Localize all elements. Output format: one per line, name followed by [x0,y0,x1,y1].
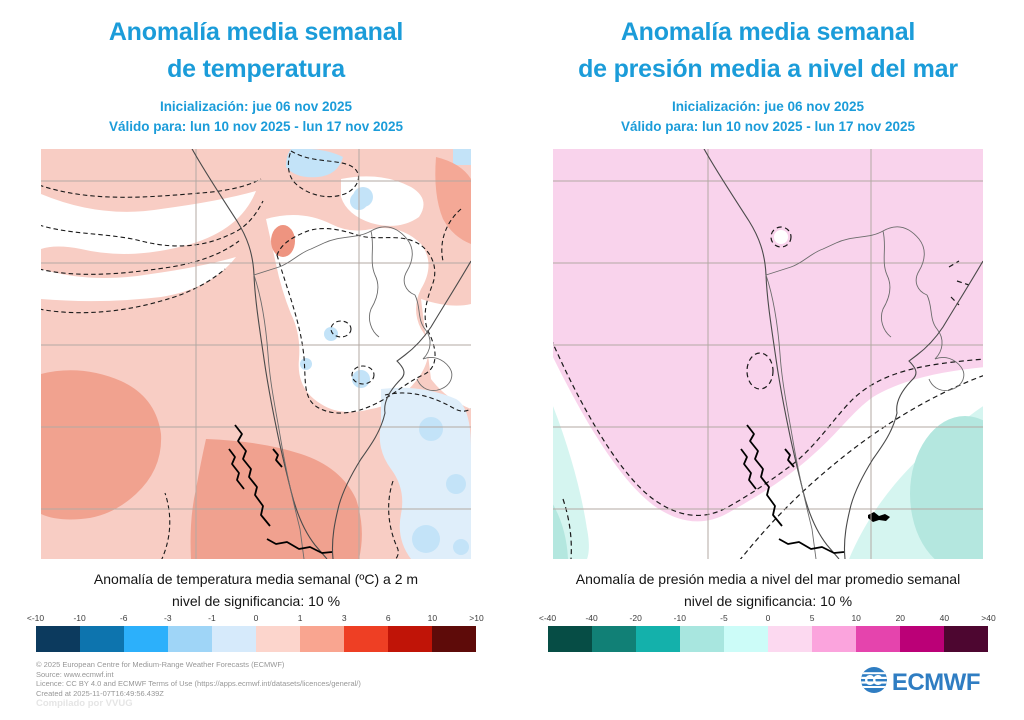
temperature-init-date: Inicialización: jue 06 nov 2025 [159,99,353,114]
legend-color-swatch [944,626,989,652]
legend-color-swatch [388,626,433,652]
temperature-panel: Anomalía media semanal de temperatura In… [0,0,512,652]
legend-color-swatch [723,626,768,652]
legend-tick-label: 6 [385,613,391,623]
legend-tick-label: 3 [341,613,347,623]
ecmwf-logo: ECMWF [860,666,981,699]
legend-color-swatch [79,626,124,652]
pressure-legend-colorbar [547,626,989,652]
legend-tick-label: -20 [629,613,642,623]
legend-tick-label: -10 [673,613,686,623]
legend-tick-label: <-40 [538,613,557,623]
legend-tick-label: >10 [469,613,484,623]
legend-color-swatch [344,626,389,652]
legend-color-swatch [255,626,301,652]
pressure-panel: Anomalía media semanal de presión media … [512,0,1024,652]
temperature-caption-line2: nivel de significancia: 10 % [171,593,341,609]
legend-color-swatch [300,626,345,652]
legend-tick-label: -6 [119,613,128,623]
legend-color-swatch [35,626,80,652]
legend-color-swatch [812,626,857,652]
temperature-title-line1: Anomalía media semanal [108,18,404,46]
pressure-caption: Anomalía de presión media a nivel del ma… [576,568,960,612]
pressure-caption-line1: Anomalía de presión media a nivel del ma… [575,571,961,587]
temperature-title-line2: de temperatura [167,55,345,83]
legend-tick-label: >40 [981,613,996,623]
temperature-caption-line1: Anomalía de temperatura media semanal (º… [93,571,419,587]
temperature-legend-colorbar [35,626,477,652]
temperature-caption: Anomalía de temperatura media semanal (º… [94,568,418,612]
source-line: Source: www.ecmwf.int [36,669,114,679]
legend-color-swatch [856,626,901,652]
copyright-block: © 2025 European Centre for Medium-Range … [36,660,361,698]
pressure-title-line2: de presión media a nivel del mar [578,55,958,83]
pressure-legend: <-40 -40 -20 -10 -5 0 5 10 20 40 >40 [539,613,996,652]
legend-tick-label: -5 [720,613,728,623]
pressure-legend-labels: <-40 -40 -20 -10 -5 0 5 10 20 40 >40 [539,613,996,625]
temperature-title: Anomalía media semanal de temperatura [108,14,404,88]
legend-color-swatch [679,626,724,652]
ecmwf-logo-text: ECMWF [891,668,981,696]
legend-tick-label: 10 [427,613,438,623]
legend-color-swatch [432,626,477,652]
legend-color-swatch [591,626,636,652]
legend-tick-label: 0 [765,613,771,623]
legend-tick-label: -10 [73,613,86,623]
licence-line: Licence: CC BY 4.0 and ECMWF Terms of Us… [36,679,361,689]
temperature-anomaly-map [41,149,471,559]
legend-tick-label: 1 [297,613,303,623]
temperature-legend: <-10 -10 -6 -3 -1 0 1 3 6 10 >10 [27,613,484,652]
legend-tick-label: <-10 [26,613,45,623]
pressure-caption-line2: nivel de significancia: 10 % [683,593,853,609]
ecmwf-roundel-icon [860,666,888,699]
map-panels: Anomalía media semanal de temperatura In… [0,0,1024,652]
temperature-subtitle: Inicialización: jue 06 nov 2025 Válido p… [109,97,403,137]
legend-color-swatch [767,626,813,652]
pressure-anomaly-map [553,149,983,559]
legend-color-swatch [900,626,945,652]
pressure-init-date: Inicialización: jue 06 nov 2025 [671,99,865,114]
legend-tick-label: -40 [585,613,598,623]
legend-tick-label: 5 [809,613,815,623]
legend-color-swatch [635,626,680,652]
legend-tick-label: -3 [164,613,172,623]
copyright-line: © 2025 European Centre for Medium-Range … [36,660,285,669]
legend-color-swatch [211,626,256,652]
legend-color-swatch [123,626,168,652]
temperature-legend-labels: <-10 -10 -6 -3 -1 0 1 3 6 10 >10 [27,613,484,625]
pressure-title: Anomalía media semanal de presión media … [578,14,958,88]
legend-tick-label: 20 [895,613,906,623]
legend-color-swatch [167,626,212,652]
temperature-valid-dates: Válido para: lun 10 nov 2025 - lun 17 no… [108,119,404,134]
legend-tick-label: 40 [939,613,950,623]
legend-tick-label: 0 [253,613,259,623]
created-at-line: Created at 2025-11-07T16:49:56.439Z [36,688,164,698]
legend-tick-label: -1 [208,613,216,623]
legend-color-swatch [547,626,592,652]
legend-tick-label: 10 [851,613,861,623]
compiled-by-label: Compilado por VVUG [36,698,133,709]
pressure-title-line1: Anomalía media semanal [620,18,916,46]
pressure-subtitle: Inicialización: jue 06 nov 2025 Válido p… [621,97,915,137]
pressure-valid-dates: Válido para: lun 10 nov 2025 - lun 17 no… [620,119,916,134]
